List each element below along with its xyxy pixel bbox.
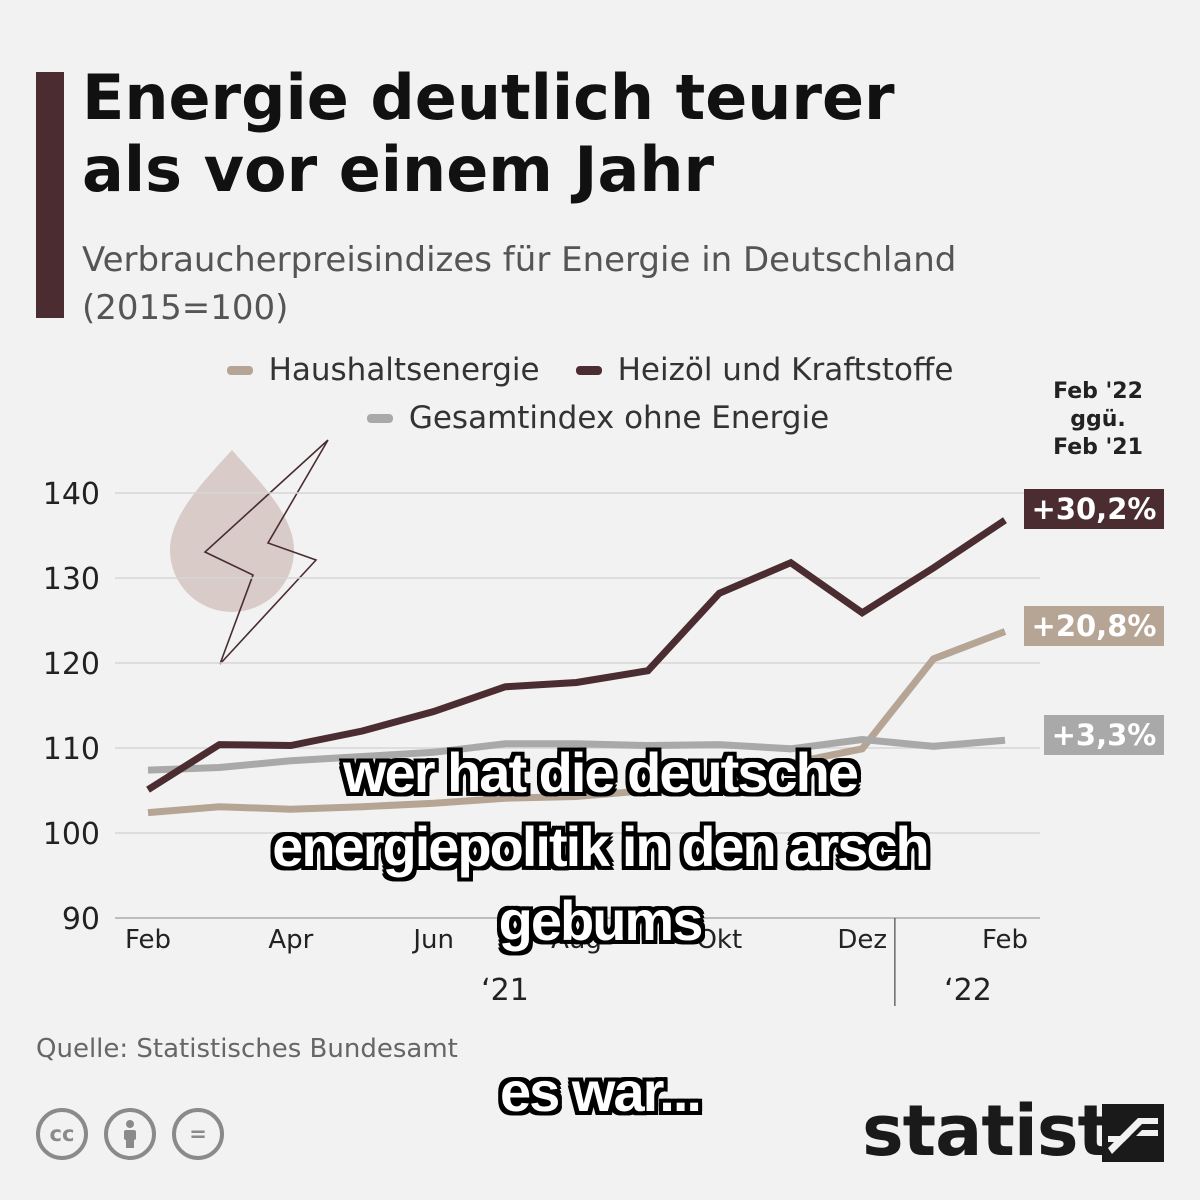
subtitle-line-2: (2015=100) bbox=[82, 288, 289, 328]
legend-label: Heizöl und Kraftstoffe bbox=[617, 352, 954, 388]
title-line-1: Energie deutlich teurer bbox=[82, 61, 895, 134]
legend-item-haushaltsenergie: Haushaltsenergie bbox=[226, 352, 540, 388]
y-tick-label: 100 bbox=[43, 817, 100, 852]
title-line-2: als vor einem Jahr bbox=[82, 133, 715, 206]
no-derivatives-icon[interactable]: = bbox=[172, 1108, 224, 1160]
y-axis: 90 100 110 120 130 140 bbox=[43, 477, 100, 937]
x-tick-label: Apr bbox=[268, 925, 313, 955]
change-badge-gesamtindex: +3,3% bbox=[1044, 715, 1164, 755]
title-accent-bar bbox=[36, 72, 64, 318]
legend-swatch bbox=[366, 413, 393, 423]
comparison-heading: Feb '22 ggü. Feb '21 bbox=[1038, 378, 1158, 462]
x-tick-label: Okt bbox=[696, 925, 742, 955]
series-lines bbox=[146, 517, 1007, 817]
y-tick-label: 120 bbox=[43, 647, 100, 682]
legend-item-heizoel: Heizöl und Kraftstoffe bbox=[575, 352, 954, 388]
caption-line-1: wer hat die deutsche bbox=[343, 741, 859, 804]
grid bbox=[115, 492, 1040, 919]
series-line-2 bbox=[147, 735, 1006, 774]
series-line-1 bbox=[146, 517, 1007, 793]
change-badge-haushaltsenergie: +20,8% bbox=[1024, 606, 1164, 646]
cc-icon[interactable]: cc bbox=[36, 1108, 88, 1160]
legend-swatch bbox=[226, 365, 253, 375]
y-tick-label: 130 bbox=[43, 562, 100, 597]
cc-label: cc bbox=[49, 1122, 75, 1146]
caption-line-2: energiepolitik in den arsch bbox=[272, 815, 930, 878]
legend-label: Gesamtindex ohne Energie bbox=[408, 400, 830, 436]
overlay-caption: wer hat die deutsche energiepolitik in d… bbox=[0, 736, 1200, 958]
legend: Haushaltsenergie Heizöl und Kraftstoffe bbox=[0, 352, 1190, 388]
y-tick-label: 140 bbox=[43, 477, 100, 512]
subtitle-line-1: Verbraucherpreisindizes für Energie in D… bbox=[82, 240, 957, 280]
chart-title: Energie deutlich teurer als vor einem Ja… bbox=[82, 62, 895, 206]
attribution-icon[interactable] bbox=[104, 1108, 156, 1160]
legend-item-gesamtindex: Gesamtindex ohne Energie bbox=[366, 400, 830, 436]
x-tick-label: Aug bbox=[551, 925, 602, 955]
change-badge-heizoel: +30,2% bbox=[1024, 489, 1164, 529]
overlay-caption-bottom: es war... bbox=[500, 1060, 702, 1123]
source-note: Quelle: Statistisches Bundesamt bbox=[36, 1034, 458, 1064]
year-label-2021: ‘21 bbox=[481, 973, 529, 1008]
nd-label: = bbox=[189, 1122, 207, 1146]
legend-label: Haushaltsenergie bbox=[268, 352, 540, 388]
y-tick-label: 110 bbox=[43, 732, 100, 767]
legend-swatch bbox=[575, 365, 602, 375]
comparison-line-1: Feb '22 bbox=[1053, 379, 1143, 404]
x-tick-label: Feb bbox=[125, 925, 171, 955]
x-tick-label: Jun bbox=[411, 925, 454, 955]
comparison-line-2: ggü. bbox=[1070, 407, 1126, 432]
x-tick-label: Dez bbox=[837, 925, 887, 955]
statista-logo-icon bbox=[1102, 1104, 1164, 1162]
y-tick-label: 90 bbox=[62, 902, 100, 937]
license-icons: cc = bbox=[36, 1108, 224, 1160]
x-axis: Feb Apr Jun Aug Okt Dez Feb ‘21 ‘22 bbox=[125, 918, 1028, 1008]
x-tick-label: Feb bbox=[982, 925, 1028, 955]
series-line-0 bbox=[147, 628, 1007, 817]
comparison-line-3: Feb '21 bbox=[1053, 435, 1143, 460]
person-glyph bbox=[124, 1120, 136, 1148]
chart-subtitle: Verbraucherpreisindizes für Energie in D… bbox=[82, 236, 1082, 332]
caption-line-3: gebums bbox=[498, 889, 704, 952]
energy-icon bbox=[170, 439, 329, 665]
year-label-2022: ‘22 bbox=[944, 973, 992, 1008]
legend-row-2: Gesamtindex ohne Energie bbox=[0, 400, 1198, 436]
